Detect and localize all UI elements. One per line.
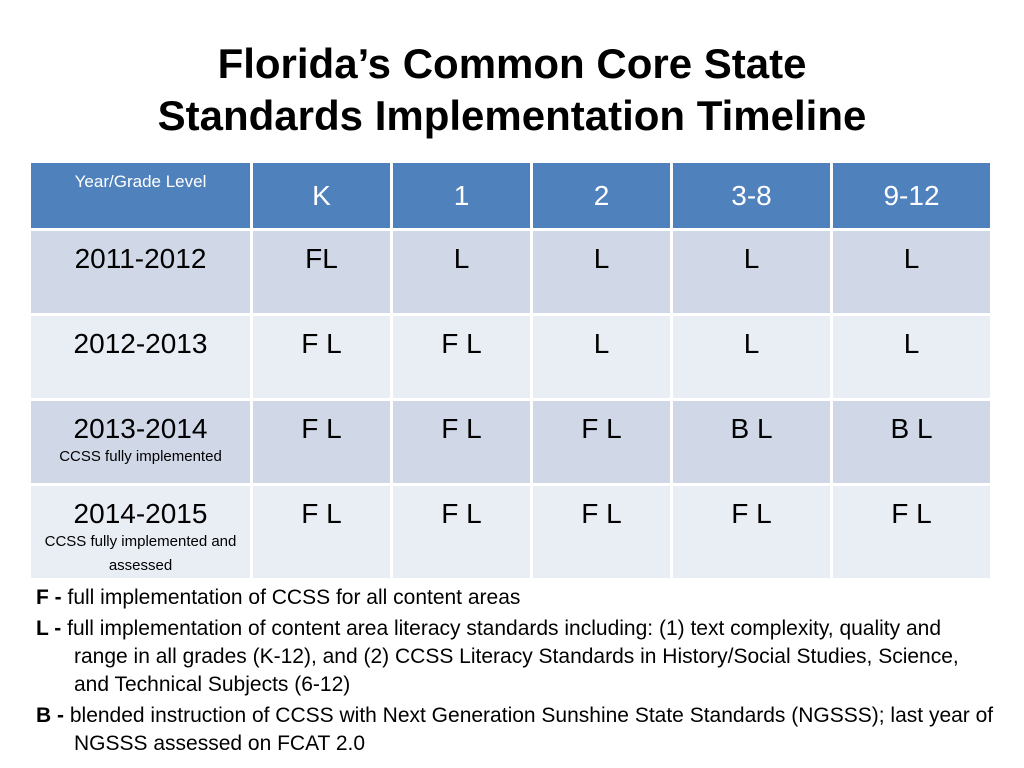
year-label: 2014-2015 [73,498,208,529]
table-cell: B L [670,398,833,486]
table-cell: F L [390,398,533,486]
table-cell: L [670,228,833,316]
legend-text: full implementation of content area lite… [67,617,959,696]
table-cell: L [830,313,993,401]
table-cell: F L [390,313,533,401]
table-cell: F L [530,483,673,581]
title-line-2: Standards Implementation Timeline [157,92,867,139]
header-year-grade-level: Year/Grade Level [28,160,253,231]
table-cell: L [670,313,833,401]
page-title: Florida’s Common Core State Standards Im… [0,38,1024,142]
legend-text: full implementation of CCSS for all cont… [67,586,521,609]
table-cell: F L [250,483,393,581]
table-cell: F L [670,483,833,581]
year-label: 2011-2012 [74,243,207,274]
year-cell: 2014-2015 CCSS fully implemented and ass… [28,483,253,581]
legend: F - full implementation of CCSS for all … [36,584,996,761]
table-cell: FL [250,228,393,316]
table-cell: F L [390,483,533,581]
table-cell: L [830,228,993,316]
year-cell: 2011-2012 [28,228,253,316]
legend-key: L - [36,617,62,640]
year-label: 2012-2013 [73,328,208,359]
table-row: 2011-2012 FL L L L L [28,228,993,316]
table-cell: F L [250,398,393,486]
header-grade-3-8: 3-8 [670,160,833,231]
table-cell: F L [830,483,993,581]
header-grade-2: 2 [530,160,673,231]
table-cell: B L [830,398,993,486]
year-cell: 2013-2014 CCSS fully implemented [28,398,253,486]
table-header-row: Year/Grade Level K 1 2 3-8 9-12 [28,160,993,231]
table-row: 2013-2014 CCSS fully implemented F L F L… [28,398,993,486]
legend-key: F - [36,586,62,609]
header-grade-1: 1 [390,160,533,231]
header-grade-9-12: 9-12 [830,160,993,231]
table-row: 2014-2015 CCSS fully implemented and ass… [28,483,993,581]
legend-item-f: F - full implementation of CCSS for all … [36,584,996,612]
legend-item-l: L - full implementation of content area … [36,615,996,699]
title-line-1: Florida’s Common Core State [217,40,807,87]
legend-text: blended instruction of CCSS with Next Ge… [69,704,994,755]
table-row: 2012-2013 F L F L L L L [28,313,993,401]
legend-key: B - [36,704,64,727]
header-grade-k: K [250,160,393,231]
year-note: CCSS fully implemented and assessed [44,533,237,574]
implementation-timeline-table: Year/Grade Level K 1 2 3-8 9-12 2011-201… [28,160,993,581]
year-cell: 2012-2013 [28,313,253,401]
table-cell: F L [250,313,393,401]
table-cell: L [390,228,533,316]
table-cell: L [530,228,673,316]
legend-item-b: B - blended instruction of CCSS with Nex… [36,702,996,758]
year-label: 2013-2014 [73,413,208,444]
table-cell: L [530,313,673,401]
table-cell: F L [530,398,673,486]
year-note: CCSS fully implemented [59,448,222,465]
